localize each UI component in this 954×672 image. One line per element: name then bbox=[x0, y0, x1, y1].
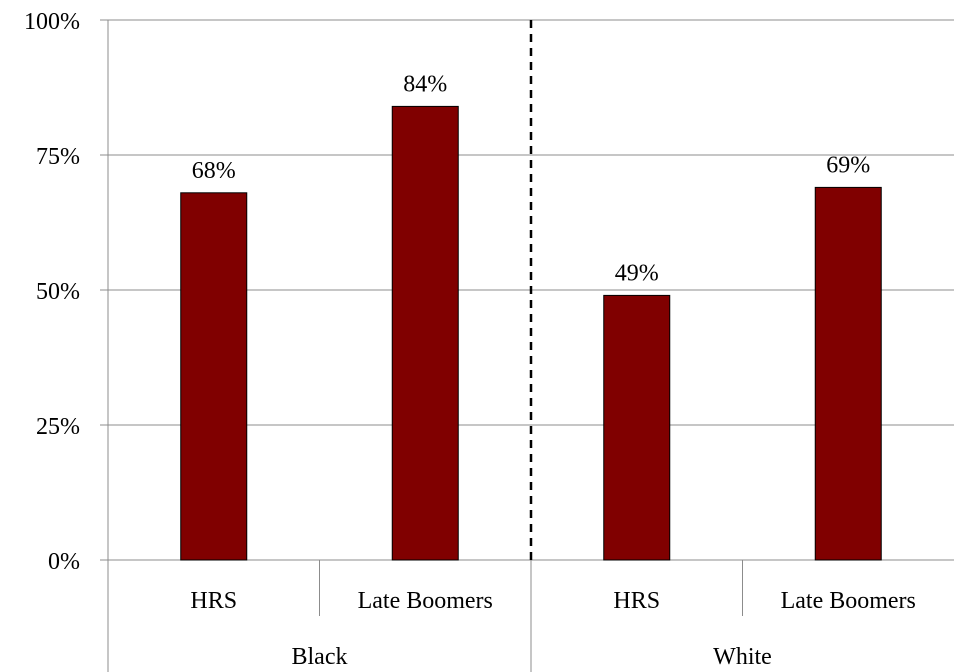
bar bbox=[391, 105, 459, 561]
group-label: White bbox=[713, 644, 772, 670]
bar-value-label: 68% bbox=[192, 158, 236, 184]
category-label: HRS bbox=[190, 588, 237, 614]
y-tick-label: 50% bbox=[36, 279, 80, 305]
bar-value-label: 49% bbox=[615, 260, 659, 286]
bar bbox=[603, 294, 671, 561]
category-label: HRS bbox=[613, 588, 660, 614]
bar-value-label: 84% bbox=[403, 71, 447, 97]
bar bbox=[180, 192, 248, 561]
axes bbox=[100, 19, 954, 672]
bar-value-label: 69% bbox=[826, 152, 870, 178]
category-label: Late Boomers bbox=[358, 588, 493, 614]
y-tick-label: 75% bbox=[36, 144, 80, 170]
bars bbox=[180, 105, 882, 561]
bar bbox=[814, 186, 882, 561]
labels: 0% 25% 50% 75% 100% 68% HRS 84% Late Boomers Blac… bbox=[24, 9, 916, 670]
y-tick-label: 100% bbox=[24, 9, 80, 35]
group-label: Black bbox=[292, 644, 348, 670]
category-label: Late Boomers bbox=[781, 588, 916, 614]
y-tick-label: 25% bbox=[36, 414, 80, 440]
y-tick-label: 0% bbox=[48, 549, 80, 575]
